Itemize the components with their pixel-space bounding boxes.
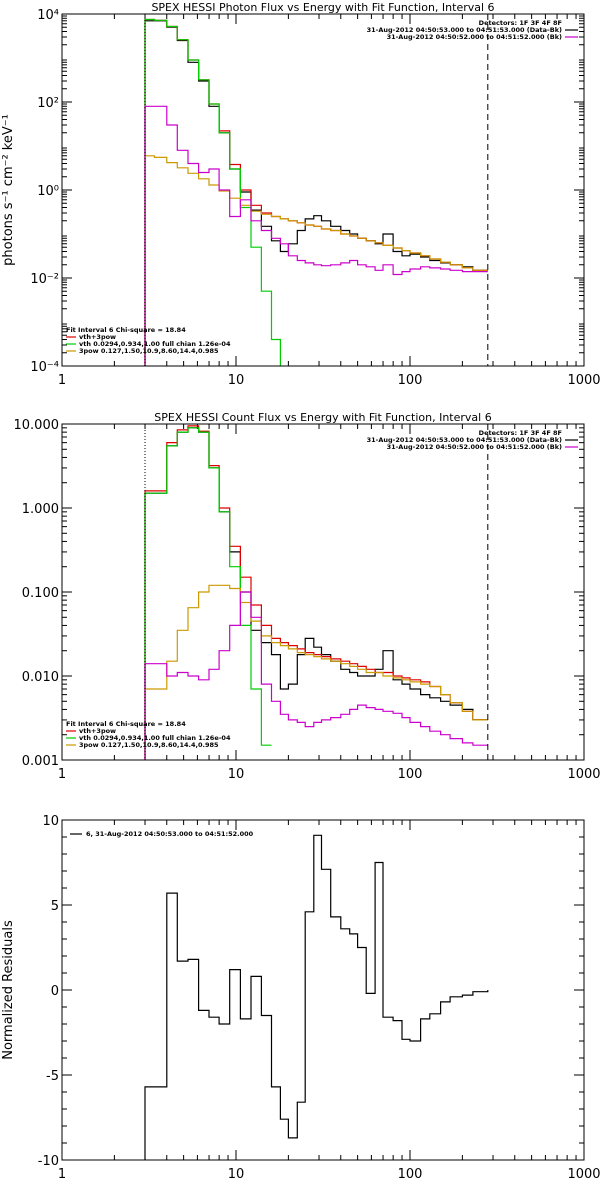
y-axis-label: photons s⁻¹ cm⁻² keV⁻¹ [1, 114, 16, 266]
legend-entry: 31-Aug-2012 04:50:52.000 to 04:51:52.000… [387, 443, 562, 451]
x-tick-label: 1000 [567, 373, 600, 388]
legend-entry: 31-Aug-2012 04:50:53.000 to 04:51:53.000… [367, 436, 562, 444]
y-tick-label: 0.100 [22, 586, 59, 601]
plot-frame [61, 423, 585, 761]
legend-entry: 31-Aug-2012 04:50:53.000 to 04:51:53.000… [367, 26, 562, 34]
series-line-3 [144, 427, 272, 760]
chart-panel-3 [61, 819, 585, 1161]
y-tick-label: 0.010 [22, 670, 59, 685]
x-tick-label: 10 [228, 1167, 245, 1182]
plot-frame [61, 13, 585, 367]
legend-entry: 3pow 0.127,1.50,10.9,8.60,14.4,0.985 [79, 347, 219, 355]
x-tick-label: 1000 [567, 1167, 600, 1182]
legend-entry: vth+3pow [79, 333, 116, 341]
series-line-4 [144, 155, 488, 366]
series-group [144, 425, 488, 760]
series-group [144, 834, 489, 1160]
legend-entry: vth 0.0294,0.934,1.00 full chian 1.26e-0… [79, 734, 231, 742]
chart-panel-2 [61, 423, 585, 761]
x-tick-label: 100 [398, 1167, 423, 1182]
series-line-4 [144, 584, 488, 760]
chart-title: SPEX HESSI Count Flux vs Energy with Fit… [154, 411, 491, 424]
series-line-5 [144, 591, 488, 760]
chart-title: SPEX HESSI Photon Flux vs Energy with Fi… [151, 1, 494, 14]
legend-entry: 31-Aug-2012 04:50:52.000 to 04:51:52.000… [387, 33, 562, 41]
y-tick-label: 0.001 [22, 754, 59, 769]
series-group [144, 18, 488, 366]
x-tick-label: 1 [58, 373, 66, 388]
series-line-1 [144, 427, 488, 760]
y-tick-label: 0 [51, 984, 59, 999]
x-tick-label: 100 [398, 767, 423, 782]
series-line-5 [144, 105, 488, 366]
legend-entry: Detectors: 1F 3F 4F 8F [479, 19, 562, 27]
x-tick-label: 100 [398, 373, 423, 388]
series-line-1 [144, 834, 489, 1160]
legend-entry: Fit Interval 6 Chi-square = 18.84 [66, 720, 186, 728]
series-line-3 [144, 18, 281, 366]
series-line-2 [144, 425, 488, 760]
y-tick-label: 1.000 [22, 502, 59, 517]
y-tick-label: 10⁴ [37, 8, 59, 23]
y-tick-label: 5 [51, 899, 59, 914]
y-tick-label: -10 [38, 1154, 59, 1169]
legend-entry: vth 0.0294,0.934,1.00 full chian 1.26e-0… [79, 340, 231, 348]
legend-entry: Fit Interval 6 Chi-square = 18.84 [66, 326, 186, 334]
y-tick-label: 10² [37, 96, 59, 111]
y-tick-label: -5 [46, 1069, 59, 1084]
y-tick-label: 10.000 [14, 418, 60, 433]
y-tick-label: 10⁻² [30, 272, 59, 287]
y-tick-label: 10⁰ [37, 184, 59, 199]
series-line-2 [144, 18, 488, 366]
legend-entry: 3pow 0.127,1.50,10.9,8.60,14.4,0.985 [79, 741, 219, 749]
y-axis-label: Normalized Residuals [1, 920, 16, 1060]
x-tick-label: 1000 [567, 767, 600, 782]
chart-panel-1 [61, 13, 585, 367]
x-tick-label: 1 [58, 767, 66, 782]
legend-entry: Detectors: 1F 3F 4F 8F [479, 429, 562, 437]
legend-entry: vth+3pow [79, 727, 116, 735]
plot-frame [61, 819, 585, 1161]
y-tick-label: 10 [42, 814, 59, 829]
series-line-1 [144, 20, 488, 366]
legend-entry: 6, 31-Aug-2012 04:50:53.000 to 04:51:52.… [86, 830, 254, 838]
x-tick-label: 1 [58, 1167, 66, 1182]
x-tick-label: 10 [228, 767, 245, 782]
y-tick-label: 10⁻⁴ [30, 360, 59, 375]
x-tick-label: 10 [228, 373, 245, 388]
